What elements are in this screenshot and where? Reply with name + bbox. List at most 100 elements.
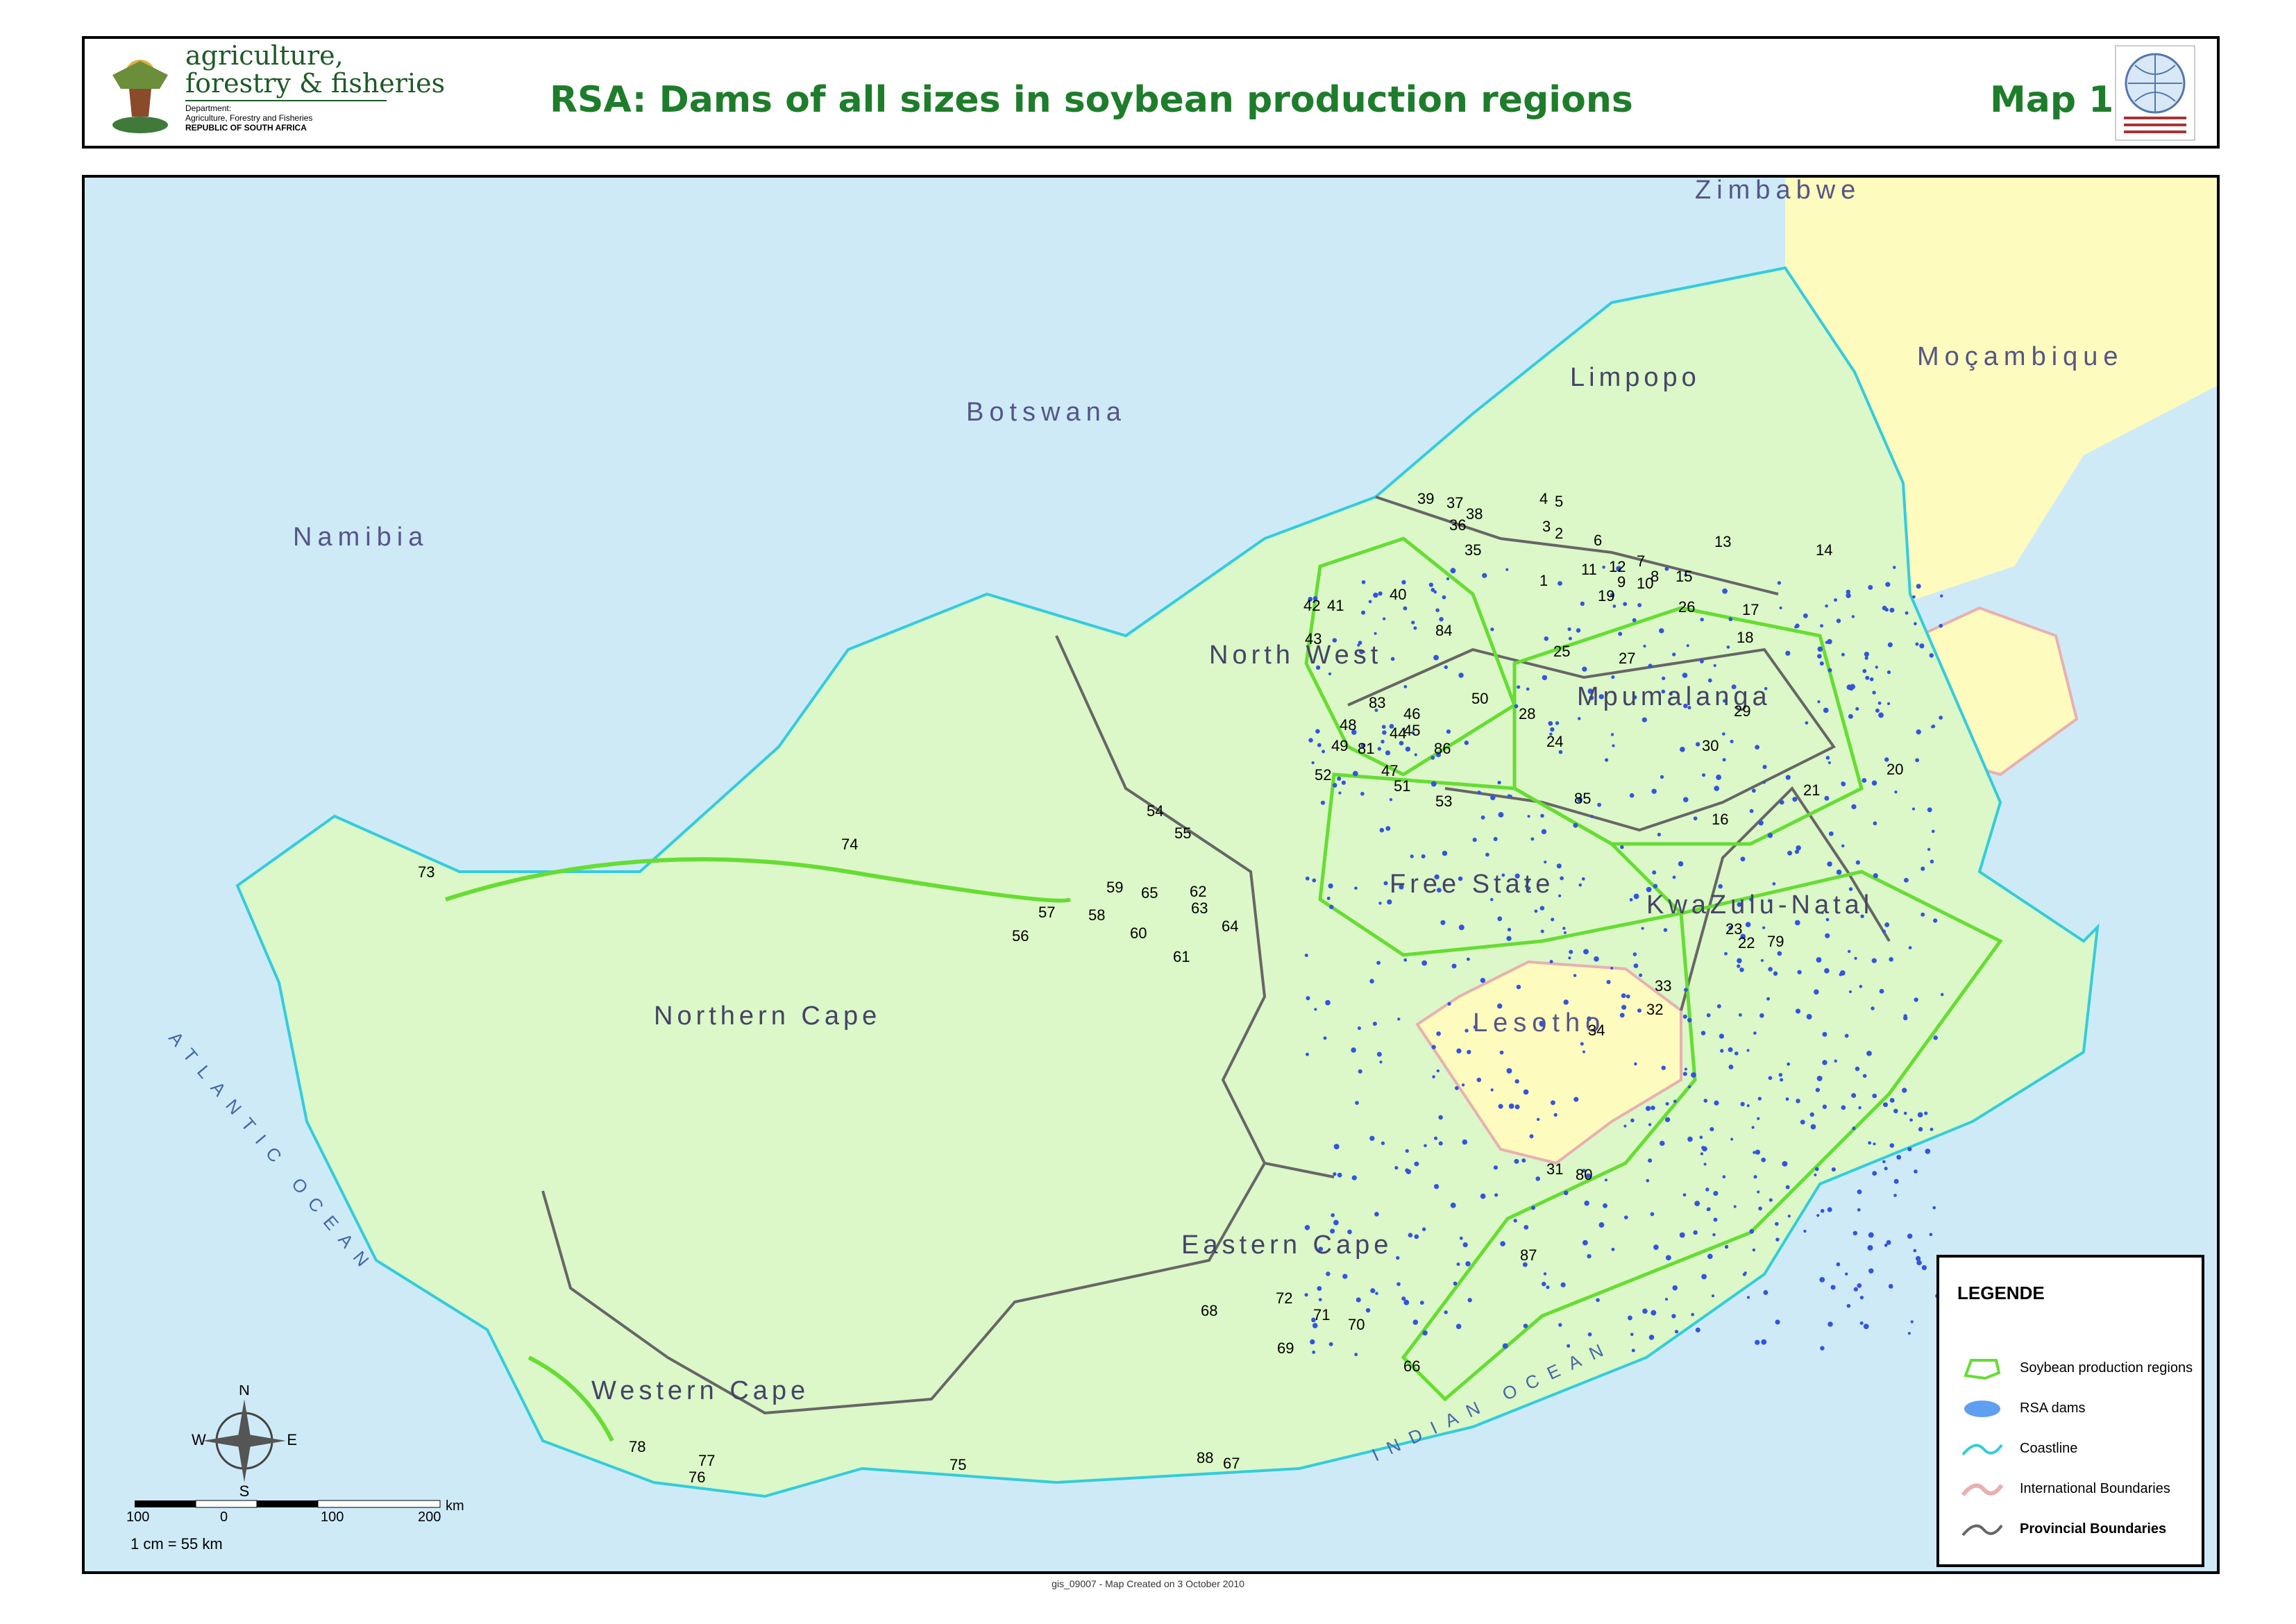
- dam-point: [1502, 1343, 1508, 1349]
- dam-point: [1893, 1108, 1898, 1114]
- dam-point: [1767, 833, 1773, 838]
- dam-point: [1403, 606, 1408, 611]
- dam-point: [1730, 739, 1734, 744]
- dam-point: [1857, 1189, 1862, 1194]
- dam-point: [1778, 1072, 1783, 1077]
- dam-point: [1318, 1298, 1322, 1302]
- region-number-label: 21: [1803, 781, 1820, 799]
- dam-point: [1782, 1160, 1788, 1167]
- region-number-label: 86: [1434, 740, 1451, 757]
- region-number-label: 48: [1340, 716, 1356, 734]
- dam-point: [1490, 627, 1494, 632]
- dam-point: [1847, 949, 1851, 954]
- dam-point: [1810, 1124, 1816, 1130]
- dam-point: [1848, 713, 1853, 719]
- region-number-label: 59: [1106, 879, 1123, 896]
- dam-point: [1436, 1031, 1441, 1036]
- dam-point: [1693, 1230, 1698, 1235]
- region-number-label: 64: [1222, 917, 1238, 935]
- dam-point: [1467, 1298, 1472, 1303]
- region-number-label: 18: [1737, 629, 1753, 646]
- dam-point: [1376, 961, 1381, 965]
- dam-point: [1851, 804, 1857, 810]
- dam-point: [1830, 1285, 1836, 1290]
- dam-point: [1768, 1076, 1773, 1081]
- region-number-label: 83: [1369, 694, 1385, 711]
- dam-point: [1800, 1119, 1805, 1125]
- dam-point: [1871, 958, 1877, 963]
- dam-point: [1451, 963, 1457, 969]
- dam-point: [1419, 1301, 1424, 1305]
- region-number-label: 87: [1520, 1246, 1537, 1264]
- dam-point: [1610, 593, 1615, 598]
- dam-point: [1555, 721, 1560, 725]
- dam-point: [1315, 729, 1320, 734]
- dam-point: [1909, 1118, 1913, 1122]
- dam-point: [1648, 1335, 1655, 1340]
- dam-point: [1846, 684, 1852, 691]
- dam-point: [1884, 1243, 1888, 1247]
- dam-point: [1888, 1284, 1893, 1289]
- dam-point: [1755, 1339, 1760, 1345]
- dam-point: [1882, 929, 1886, 933]
- dam-point: [1755, 1149, 1761, 1155]
- region-number-label: 6: [1594, 532, 1602, 549]
- dam-point: [1623, 1124, 1627, 1128]
- legend-item-prov-boundary: Provincial Boundaries: [1957, 1516, 2200, 1543]
- dam-point: [1308, 596, 1313, 602]
- dam-point: [1632, 695, 1637, 700]
- region-number-label: 34: [1588, 1022, 1605, 1039]
- dam-point: [1598, 1222, 1605, 1228]
- dam-point: [1803, 1229, 1807, 1233]
- dam-point: [1458, 876, 1463, 881]
- dam-point: [1573, 974, 1577, 977]
- dam-point: [1827, 861, 1832, 867]
- dam-point: [1855, 707, 1859, 711]
- dam-point: [1916, 1260, 1922, 1266]
- dam-point: [1739, 967, 1744, 972]
- dam-point: [1399, 884, 1404, 890]
- dam-point: [1455, 1323, 1462, 1330]
- dam-point: [1465, 1261, 1471, 1267]
- dept-small-3: REPUBLIC OF SOUTH AFRICA: [185, 123, 307, 133]
- dam-point: [1603, 1203, 1607, 1208]
- dam-point: [1568, 956, 1571, 960]
- dam-point: [1841, 1105, 1846, 1110]
- dam-point: [1548, 720, 1553, 726]
- dam-point: [1328, 883, 1333, 889]
- dam-point: [1582, 1169, 1586, 1173]
- dam-point: [1438, 1115, 1443, 1120]
- soybean-region-kzn-ec: [1401, 870, 2003, 1402]
- dam-point: [1867, 1244, 1873, 1251]
- dam-point: [1864, 656, 1868, 660]
- dam-point: [1664, 1298, 1669, 1301]
- dam-point: [1558, 581, 1562, 586]
- dam-point: [1527, 815, 1530, 818]
- dam-point: [1775, 1221, 1779, 1226]
- dam-point: [1505, 568, 1509, 571]
- dam-point: [1894, 790, 1898, 794]
- dam-point: [1558, 1323, 1562, 1327]
- dam-point: [1713, 1217, 1718, 1222]
- dam-point: [1312, 596, 1318, 601]
- dam-point: [1493, 836, 1498, 842]
- dam-point: [1637, 602, 1642, 607]
- dam-point: [1862, 778, 1867, 783]
- dam-point: [1535, 1176, 1541, 1181]
- dam-point: [1430, 781, 1437, 787]
- dam-point: [1859, 985, 1863, 988]
- dam-point: [1514, 873, 1520, 879]
- dam-point: [1498, 811, 1504, 818]
- dam-point: [1355, 1101, 1359, 1105]
- dam-point: [1354, 1353, 1358, 1357]
- dam-point: [1328, 1342, 1333, 1346]
- region-number-label: 13: [1714, 533, 1731, 550]
- dam-point: [1411, 620, 1415, 625]
- dam-point: [1691, 1072, 1696, 1078]
- dam-point: [1827, 668, 1832, 673]
- dam-point: [1332, 638, 1337, 643]
- region-number-label: 24: [1546, 733, 1563, 750]
- dam-point: [1819, 661, 1824, 666]
- dam-point: [1312, 878, 1317, 883]
- dam-point: [1884, 922, 1890, 927]
